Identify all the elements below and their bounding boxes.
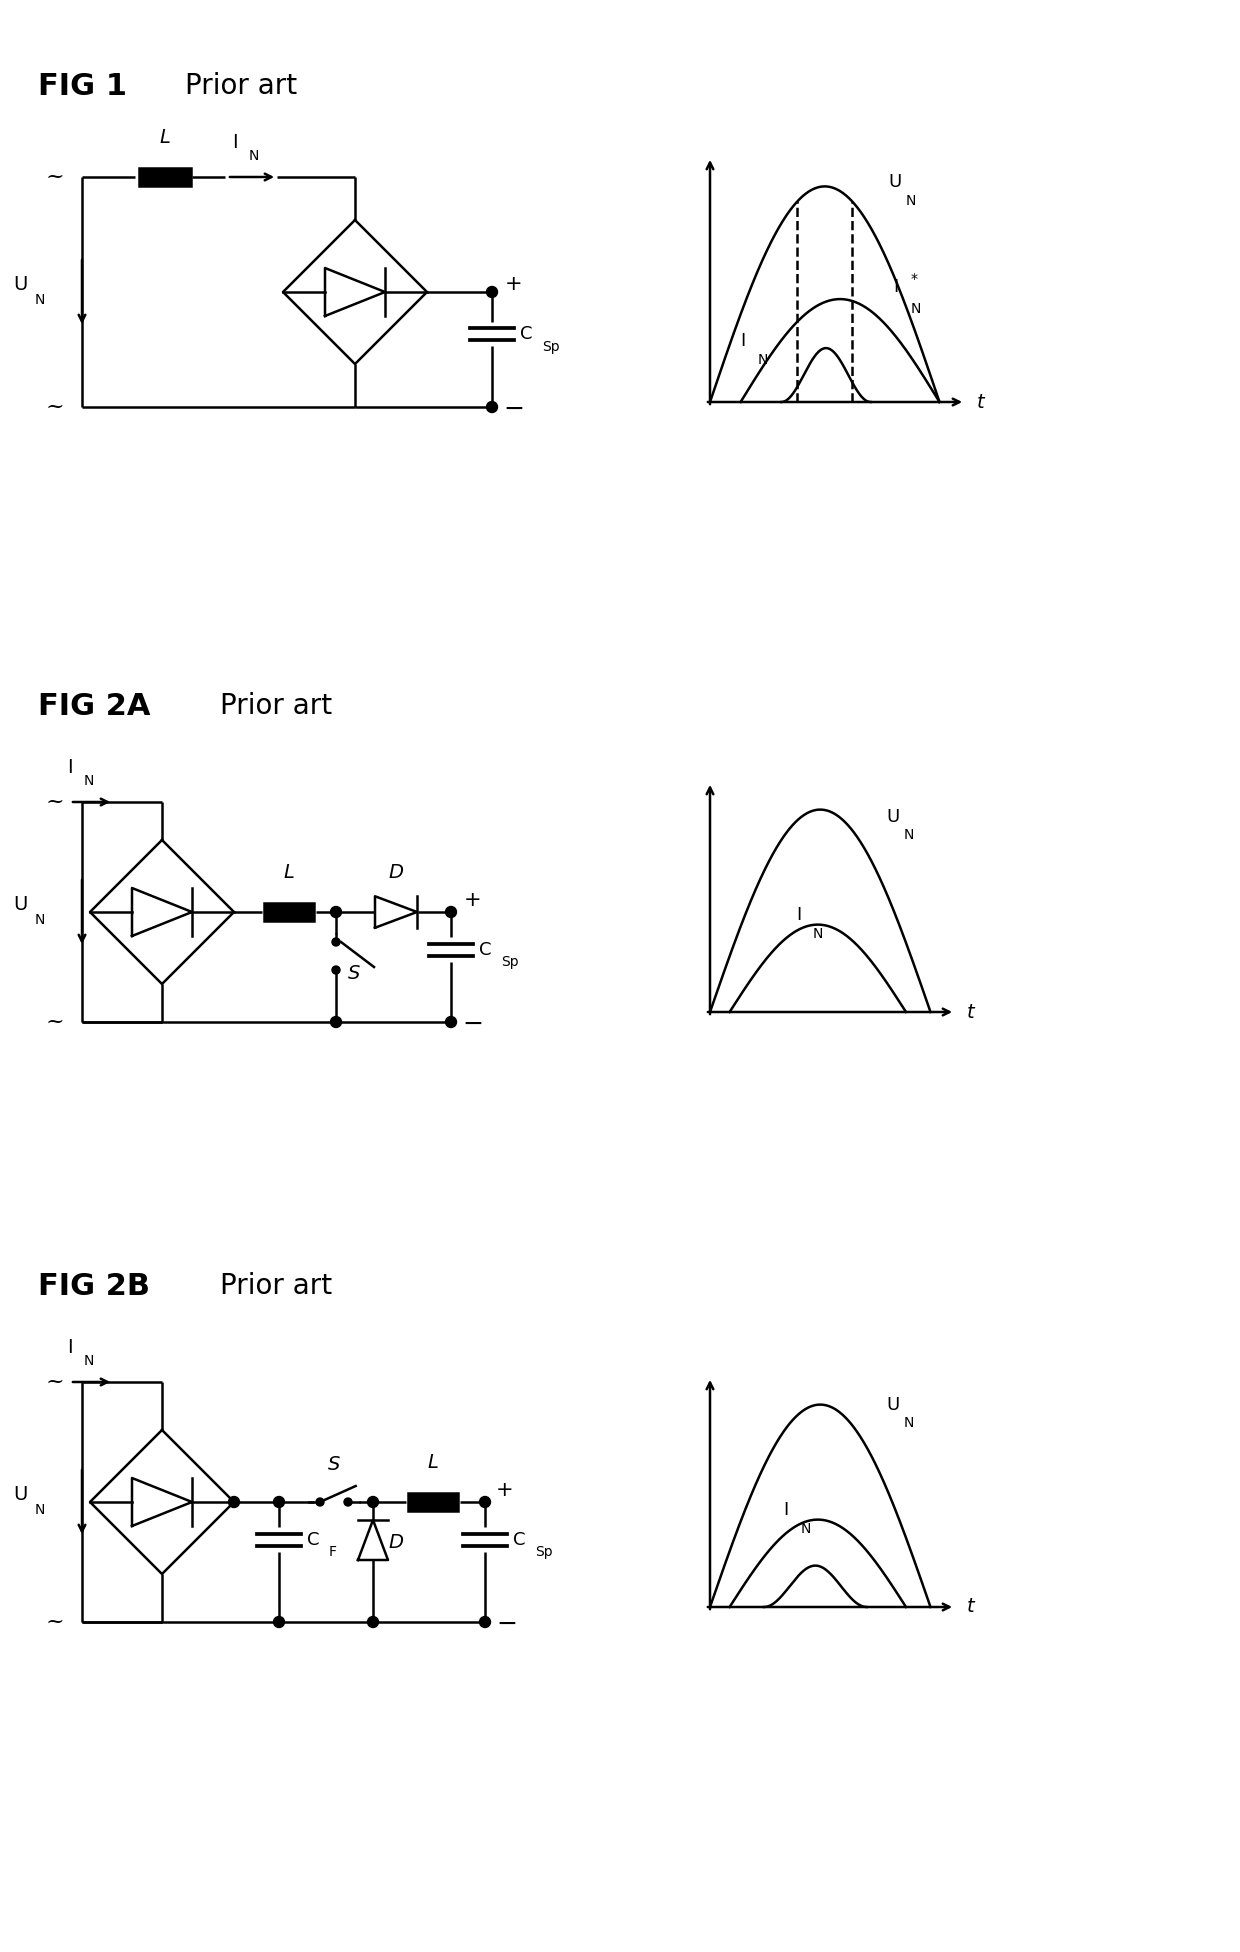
- Text: Sp: Sp: [542, 340, 559, 353]
- Text: t: t: [967, 1597, 975, 1616]
- Text: C: C: [513, 1530, 526, 1550]
- Text: t: t: [967, 1003, 975, 1021]
- Text: −: −: [496, 1612, 517, 1636]
- Text: *: *: [910, 273, 918, 287]
- Text: N: N: [910, 303, 921, 316]
- Text: L: L: [428, 1452, 439, 1472]
- Text: N: N: [84, 775, 94, 789]
- Circle shape: [486, 402, 497, 412]
- Text: U: U: [12, 894, 27, 914]
- Text: ~: ~: [46, 1011, 64, 1033]
- Circle shape: [445, 906, 456, 917]
- Text: ~: ~: [46, 1610, 64, 1634]
- Bar: [264, 904, 314, 921]
- Circle shape: [274, 1497, 284, 1507]
- Text: L: L: [160, 129, 170, 146]
- Text: L: L: [284, 863, 294, 882]
- Text: N: N: [905, 193, 916, 209]
- Text: Prior art: Prior art: [219, 693, 332, 720]
- Text: Prior art: Prior art: [185, 72, 298, 100]
- Text: S: S: [327, 1454, 340, 1474]
- Text: D: D: [388, 1532, 403, 1552]
- Circle shape: [331, 906, 341, 917]
- Text: FIG 1: FIG 1: [38, 72, 126, 102]
- Text: I: I: [894, 277, 899, 297]
- Text: I: I: [796, 906, 801, 925]
- Text: ~: ~: [46, 166, 64, 187]
- Circle shape: [331, 1017, 341, 1027]
- Text: N: N: [801, 1523, 811, 1536]
- Text: t: t: [977, 392, 985, 412]
- Bar: [139, 168, 191, 185]
- Text: U: U: [889, 172, 901, 191]
- Text: N: N: [904, 828, 914, 841]
- Text: I: I: [67, 757, 73, 777]
- Text: −: −: [503, 396, 525, 422]
- Text: U: U: [887, 1396, 900, 1413]
- Text: N: N: [758, 353, 768, 367]
- Text: Prior art: Prior art: [219, 1273, 332, 1300]
- Text: FIG 2B: FIG 2B: [38, 1273, 150, 1300]
- Text: N: N: [812, 927, 823, 941]
- Circle shape: [274, 1616, 284, 1628]
- Text: N: N: [904, 1415, 914, 1431]
- Circle shape: [445, 1017, 456, 1027]
- Circle shape: [332, 939, 340, 947]
- Text: F: F: [329, 1544, 337, 1560]
- Text: −: −: [463, 1011, 484, 1037]
- Text: Sp: Sp: [534, 1544, 553, 1560]
- Circle shape: [480, 1497, 491, 1507]
- Circle shape: [316, 1497, 324, 1507]
- Circle shape: [367, 1497, 378, 1507]
- Text: +: +: [505, 273, 523, 295]
- Text: I: I: [740, 332, 745, 349]
- Circle shape: [332, 966, 340, 974]
- Text: C: C: [479, 941, 491, 958]
- Text: N: N: [84, 1355, 94, 1368]
- Text: I: I: [67, 1337, 73, 1357]
- Circle shape: [480, 1616, 491, 1628]
- Circle shape: [486, 287, 497, 297]
- Text: ~: ~: [46, 396, 64, 418]
- Circle shape: [228, 1497, 239, 1507]
- Text: D: D: [388, 863, 403, 882]
- Text: N: N: [35, 914, 45, 927]
- Text: FIG 2A: FIG 2A: [38, 693, 150, 720]
- Bar: [408, 1493, 458, 1511]
- Text: U: U: [12, 275, 27, 293]
- Text: C: C: [520, 324, 532, 344]
- Text: ~: ~: [46, 1370, 64, 1394]
- Circle shape: [343, 1497, 352, 1507]
- Text: N: N: [35, 1503, 45, 1517]
- Text: N: N: [249, 148, 259, 164]
- Text: Sp: Sp: [501, 955, 518, 968]
- Text: C: C: [308, 1530, 320, 1550]
- Text: ~: ~: [46, 791, 64, 812]
- Text: +: +: [496, 1480, 513, 1499]
- Text: +: +: [464, 890, 482, 910]
- Text: U: U: [887, 808, 900, 826]
- Circle shape: [367, 1616, 378, 1628]
- Text: U: U: [12, 1485, 27, 1503]
- Text: N: N: [35, 293, 45, 306]
- Text: I: I: [232, 133, 238, 152]
- Text: I: I: [784, 1501, 789, 1519]
- Text: S: S: [348, 964, 361, 984]
